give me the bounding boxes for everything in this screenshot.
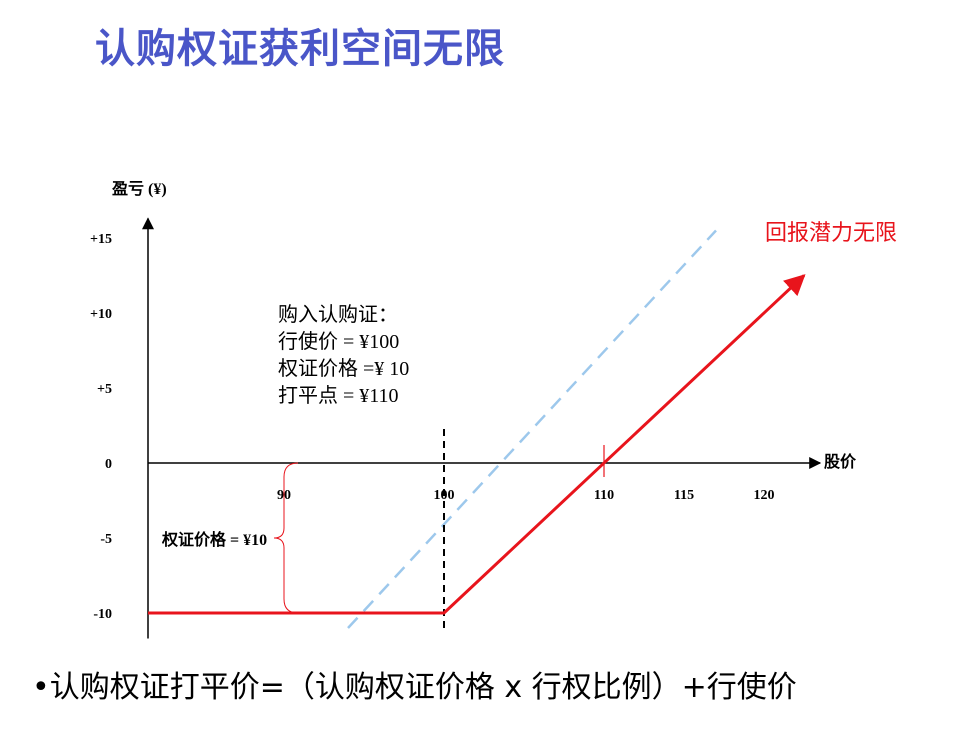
annotation-line-4: 打平点 = ¥110: [278, 384, 399, 407]
x-tick-label: 110: [594, 488, 614, 503]
breakeven-formula: •认购权证打平价=（认购权证价格 x 行权比例）+行使价: [32, 670, 797, 705]
tick-labels: +15+10+50-5-1090100110115120: [90, 232, 774, 622]
y-tick-label: -10: [93, 607, 112, 622]
annotation-line-3: 权证价格 =¥ 10: [278, 357, 409, 380]
reference-line: [347, 229, 717, 629]
premium-brace-label: 权证价格 = ¥10: [161, 530, 267, 549]
y-tick-label: 0: [105, 457, 112, 472]
y-tick-label: +10: [90, 307, 112, 322]
series: [148, 229, 806, 629]
x-tick-label: 120: [754, 488, 775, 503]
annotations: 盈亏 (¥) 股价 回报潜力无限 购入认购证： 行使价 = ¥100 权证价格 …: [111, 180, 897, 549]
x-tick-label: 115: [674, 488, 694, 503]
y-axis-label: 盈亏 (¥): [111, 180, 167, 198]
x-axis-label: 股价: [824, 453, 857, 471]
y-tick-label: -5: [100, 532, 112, 547]
premium-brace: [273, 462, 299, 614]
slide-title: 认购权证获利空间无限: [95, 26, 505, 72]
axes: [142, 217, 822, 639]
payoff-chart: +15+10+50-5-1090100110115120 盈亏 (¥) 股价 回…: [90, 180, 897, 639]
payoff-line: [148, 274, 806, 615]
y-tick-label: +15: [90, 232, 112, 247]
y-tick-label: +5: [97, 382, 112, 397]
arrow-label: 回报潜力无限: [765, 221, 897, 246]
annotation-line-2: 行使价 = ¥100: [278, 330, 399, 353]
annotation-line-1: 购入认购证：: [278, 303, 398, 326]
